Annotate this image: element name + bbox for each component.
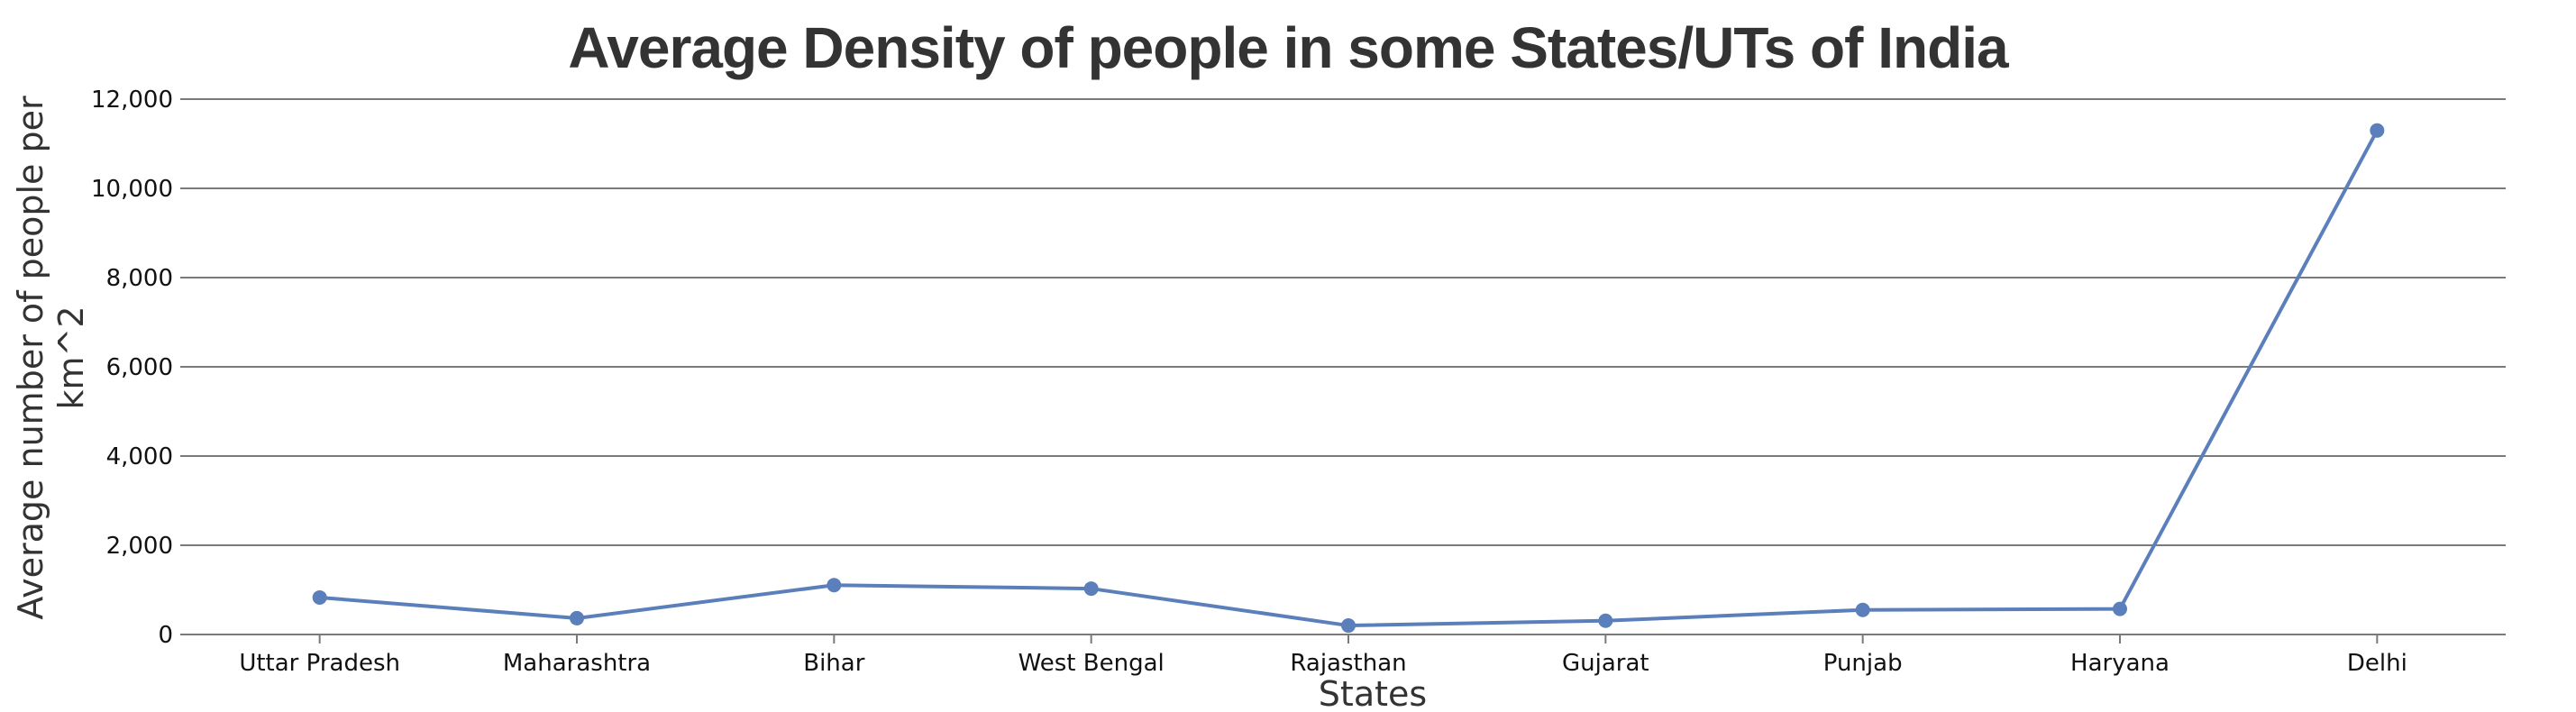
data-point[interactable] xyxy=(312,589,327,605)
data-points xyxy=(312,123,2385,634)
x-tick-label: Uttar Pradesh xyxy=(239,650,400,677)
y-tick-label: 12,000 xyxy=(91,87,173,114)
gridlines xyxy=(191,98,2506,546)
x-tick-label: Punjab xyxy=(1823,650,1903,677)
x-tick-label: Rajasthan xyxy=(1290,650,1406,677)
x-tick-label: Gujarat xyxy=(1562,650,1649,677)
y-tick-label: 10,000 xyxy=(91,176,173,203)
y-tick-label: 0 xyxy=(158,622,173,649)
y-tick-label: 2,000 xyxy=(106,533,173,560)
y-axis-title-line: Average number of people per xyxy=(11,96,50,620)
data-point[interactable] xyxy=(2370,123,2385,138)
y-axis-title-line: km^2 xyxy=(51,306,91,409)
series-line xyxy=(319,129,2380,628)
y-tick-label: 8,000 xyxy=(106,265,173,292)
y-tick-label: 4,000 xyxy=(106,443,173,470)
y-axis-title: Average number of people perkm^2 xyxy=(11,96,91,620)
x-axis-title: States xyxy=(1319,674,1427,712)
x-tick-label: Bihar xyxy=(803,650,864,677)
y-tick-label: 6,000 xyxy=(106,354,173,381)
y-axis-ticks: 0 2,000 4,000 6,000 8,000 10,000 12,000 xyxy=(91,87,191,649)
data-point[interactable] xyxy=(2113,601,2127,616)
x-tick-label: Delhi xyxy=(2347,650,2407,677)
data-point[interactable] xyxy=(570,610,584,625)
data-point[interactable] xyxy=(1855,602,1870,617)
data-point[interactable] xyxy=(1341,618,1356,634)
x-tick-label: Maharashtra xyxy=(503,650,651,677)
x-tick-label: Haryana xyxy=(2070,650,2170,677)
data-point[interactable] xyxy=(827,578,842,593)
x-tick-label: West Bengal xyxy=(1019,650,1165,677)
x-axis-ticks: Uttar Pradesh Maharashtra Bihar West Bengal… xyxy=(239,634,2407,677)
data-point[interactable] xyxy=(1083,581,1099,597)
chart-title: Average Density of people in some States… xyxy=(568,15,2009,80)
data-point[interactable] xyxy=(1598,613,1613,628)
